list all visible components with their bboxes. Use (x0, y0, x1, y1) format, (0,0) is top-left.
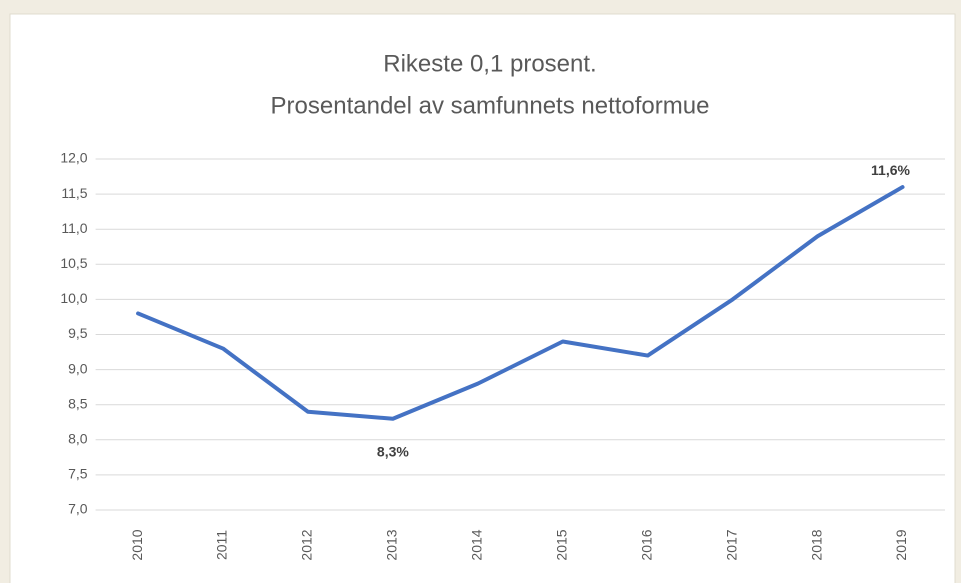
x-tick-label: 2014 (469, 529, 485, 560)
y-tick-label: 7,0 (68, 501, 88, 517)
y-tick-label: 9,0 (68, 360, 88, 376)
x-tick-label: 2011 (214, 530, 230, 560)
y-tick-label: 8,5 (68, 395, 88, 411)
line-series (136, 185, 905, 421)
y-tick-label: 10,5 (60, 255, 87, 271)
x-tick-label: 2015 (553, 529, 569, 560)
x-tick-label: 2018 (808, 529, 824, 560)
y-tick-label: 11,5 (61, 185, 87, 201)
y-tick-label: 12,0 (60, 150, 87, 166)
y-tick-label: 8,0 (68, 431, 88, 447)
data-label: 11,6% (871, 162, 910, 178)
x-tick-label: 2013 (384, 529, 400, 560)
data-label: 8,3% (377, 443, 409, 459)
x-tick-label: 2019 (893, 529, 909, 560)
chart-panel (9, 13, 956, 583)
y-tick-label: 10,0 (60, 290, 87, 306)
x-tick-label: 2017 (723, 529, 739, 560)
x-tick-label: 2016 (638, 529, 654, 560)
y-tick-label: 7,5 (68, 466, 88, 482)
y-tick-label: 9,5 (68, 325, 88, 341)
chart-subtitle: Prosentandel av samfunnets nettoformue (271, 92, 710, 119)
chart-title: Rikeste 0,1 prosent. (383, 50, 596, 77)
y-tick-label: 11,0 (61, 220, 87, 236)
x-tick-label: 2012 (299, 529, 315, 560)
x-tick-label: 2010 (129, 529, 145, 560)
